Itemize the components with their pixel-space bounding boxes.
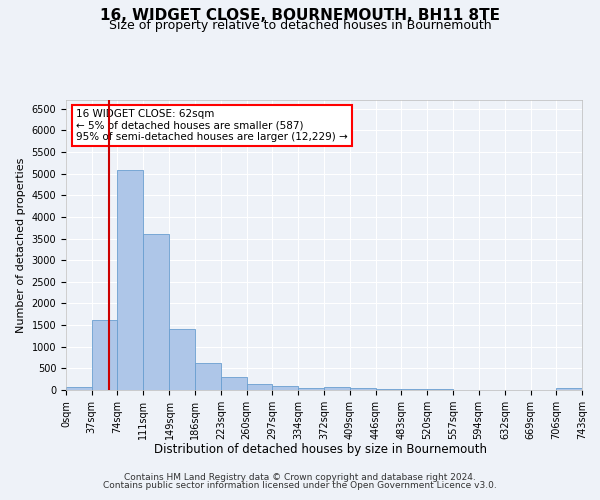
Bar: [272, 386, 298, 390]
Text: 16, WIDGET CLOSE, BOURNEMOUTH, BH11 8TE: 16, WIDGET CLOSE, BOURNEMOUTH, BH11 8TE: [100, 8, 500, 22]
Bar: [401, 389, 427, 390]
Bar: [247, 384, 272, 390]
Bar: [118, 170, 143, 390]
Bar: [195, 363, 221, 390]
Bar: [221, 377, 247, 390]
Text: Contains HM Land Registry data © Crown copyright and database right 2024.: Contains HM Land Registry data © Crown c…: [124, 472, 476, 482]
Bar: [298, 388, 325, 390]
Text: Distribution of detached houses by size in Bournemouth: Distribution of detached houses by size …: [155, 442, 487, 456]
Bar: [350, 388, 376, 390]
Bar: [376, 388, 401, 390]
Bar: [92, 320, 118, 390]
Bar: [143, 234, 169, 390]
Text: 16 WIDGET CLOSE: 62sqm
← 5% of detached houses are smaller (587)
95% of semi-det: 16 WIDGET CLOSE: 62sqm ← 5% of detached …: [76, 108, 348, 142]
Text: Size of property relative to detached houses in Bournemouth: Size of property relative to detached ho…: [109, 18, 491, 32]
Text: Contains public sector information licensed under the Open Government Licence v3: Contains public sector information licen…: [103, 481, 497, 490]
Bar: [169, 330, 195, 390]
Bar: [66, 387, 92, 390]
Bar: [325, 388, 350, 390]
Bar: [556, 388, 582, 390]
Y-axis label: Number of detached properties: Number of detached properties: [16, 158, 26, 332]
